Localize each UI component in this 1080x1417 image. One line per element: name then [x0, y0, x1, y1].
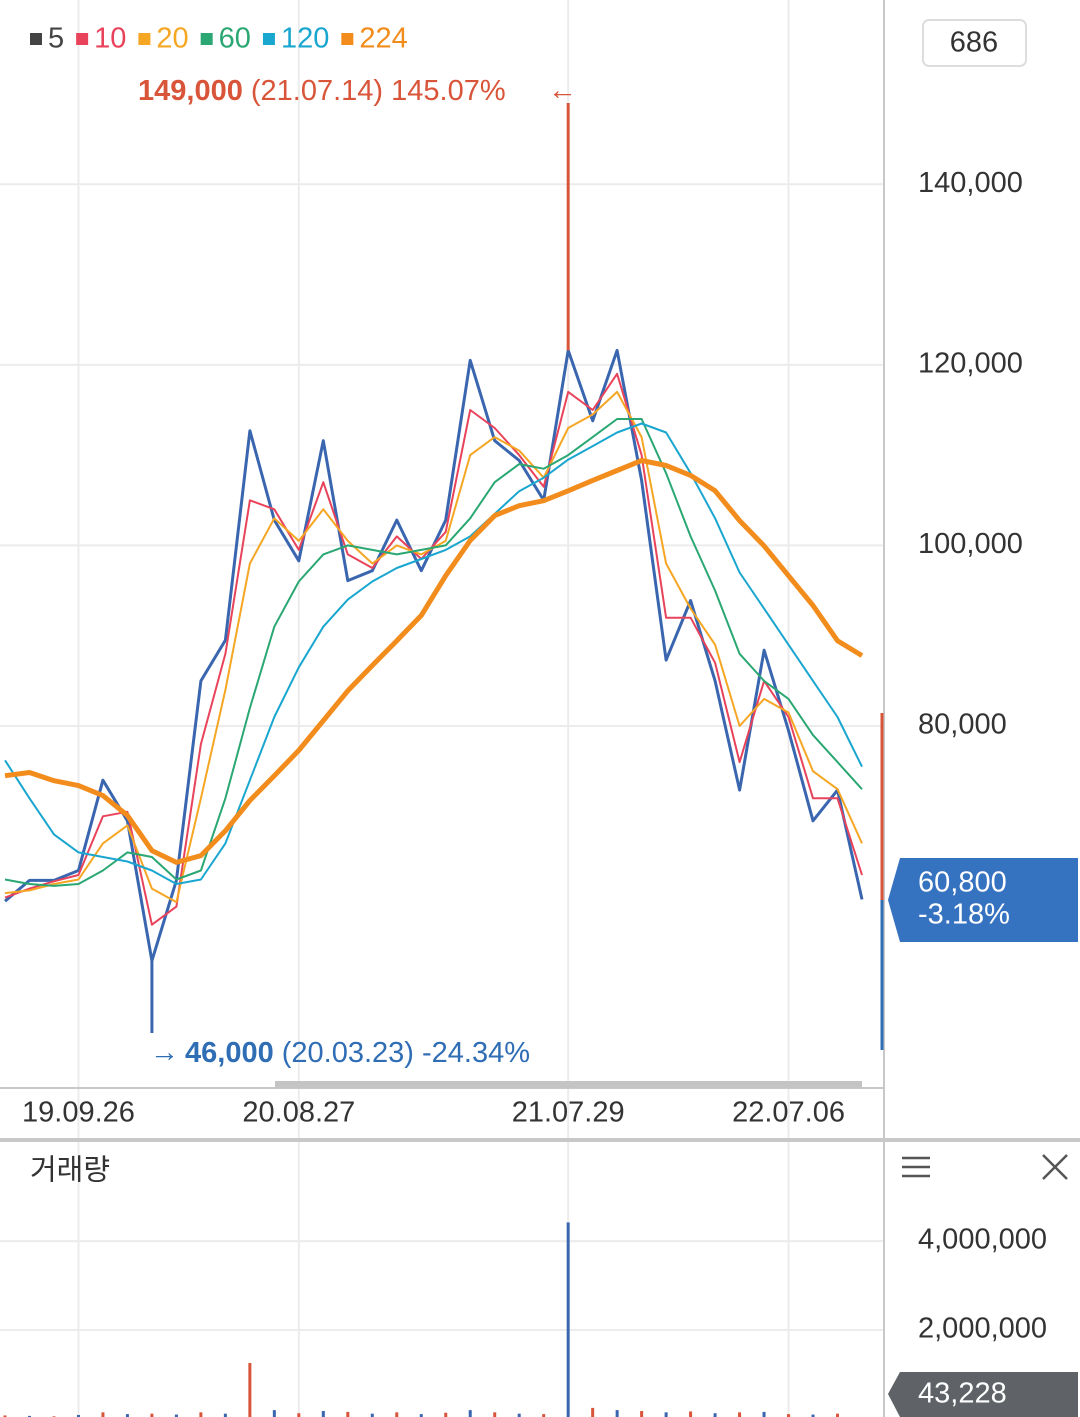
legend-label: 224 [359, 23, 407, 55]
volume-bar [321, 1410, 325, 1417]
price-tag-change: -3.18% [918, 899, 1010, 931]
high-annotation: 149,000 (21.07.14) 145.07% [138, 75, 506, 107]
panel-divider [0, 1138, 1080, 1142]
legend-swatch [200, 33, 213, 45]
close-icon[interactable] [1042, 1154, 1068, 1180]
ma-line [4, 422, 863, 885]
volume-bar [248, 1362, 252, 1417]
volume-tag-value: 43,228 [918, 1378, 1007, 1410]
ma-line [4, 372, 863, 926]
volume-bar [272, 1410, 276, 1417]
volume-bar [542, 1414, 546, 1417]
price-tag [888, 858, 1078, 942]
x-tick-label: 22.07.06 [732, 1097, 845, 1129]
x-tick-label: 20.08.27 [242, 1097, 355, 1129]
volume-bar [199, 1412, 203, 1417]
volume-bar [174, 1414, 178, 1417]
volume-bar [370, 1413, 374, 1417]
scrollbar[interactable] [275, 1081, 862, 1088]
volume-bar [444, 1412, 448, 1417]
y-tick-label: 2,000,000 [918, 1313, 1047, 1345]
legend-swatch [76, 33, 89, 45]
low-annotation: 46,000 (20.03.23) -24.34% [185, 1037, 530, 1069]
ma-line [4, 458, 864, 865]
volume-bar [27, 1415, 31, 1417]
volume-bar [125, 1414, 129, 1417]
y-tick-label: 80,000 [918, 709, 1007, 741]
menu-icon[interactable] [902, 1156, 930, 1178]
count-box[interactable] [922, 19, 1027, 67]
volume-bar [223, 1413, 227, 1417]
legend-label: 60 [219, 23, 251, 55]
low-arrow: → [150, 1037, 179, 1069]
legend-swatch [138, 33, 151, 45]
x-tick-label: 19.09.26 [22, 1097, 135, 1129]
volume-bar [787, 1414, 791, 1417]
volume-bar [297, 1413, 301, 1417]
y-tick-label: 100,000 [918, 528, 1023, 560]
high-arrow: ← [548, 75, 577, 107]
legend-swatch [262, 33, 275, 45]
volume-bar [346, 1411, 350, 1417]
y-tick-label: 4,000,000 [918, 1224, 1047, 1256]
legend-label: 10 [94, 23, 126, 55]
volume-bar [395, 1412, 399, 1417]
price-tag-value: 60,800 [918, 867, 1007, 899]
legend-label: 20 [156, 23, 188, 55]
low-price: 46,000 [185, 1037, 274, 1069]
volume-bar [713, 1413, 717, 1417]
volume-bar [738, 1412, 742, 1417]
high-detail: (21.07.14) 145.07% [251, 75, 506, 107]
low-detail: (20.03.23) -24.34% [282, 1037, 530, 1069]
volume-bar [640, 1410, 644, 1417]
volume-bar [493, 1412, 497, 1417]
volume-bar [517, 1413, 521, 1417]
volume-bar [762, 1411, 766, 1417]
legend-label: 120 [281, 23, 329, 55]
volume-bar [566, 1222, 570, 1417]
volume-bar [419, 1414, 423, 1417]
legend-swatch [341, 33, 354, 45]
volume-bar [468, 1410, 472, 1417]
volume-bar [76, 1414, 80, 1417]
volume-bar [689, 1411, 693, 1417]
ma-line [4, 418, 863, 887]
volume-tag [888, 1372, 1078, 1417]
y-tick-label: 140,000 [918, 167, 1023, 199]
volume-bar [836, 1413, 840, 1417]
volume-bar [3, 1415, 7, 1417]
volume-title: 거래량 [30, 1155, 110, 1187]
count-text: 686 [950, 27, 998, 59]
legend-label: 5 [48, 23, 64, 55]
y-tick-label: 120,000 [918, 347, 1023, 379]
volume-bar [150, 1413, 154, 1417]
volume-bar [101, 1412, 105, 1417]
high-price: 149,000 [138, 75, 243, 107]
x-tick-label: 21.07.29 [512, 1097, 625, 1129]
volume-bar [615, 1410, 619, 1417]
volume-bar [591, 1407, 595, 1417]
legend-swatch [30, 33, 42, 45]
volume-bar [811, 1414, 815, 1417]
volume-bar [664, 1412, 668, 1417]
